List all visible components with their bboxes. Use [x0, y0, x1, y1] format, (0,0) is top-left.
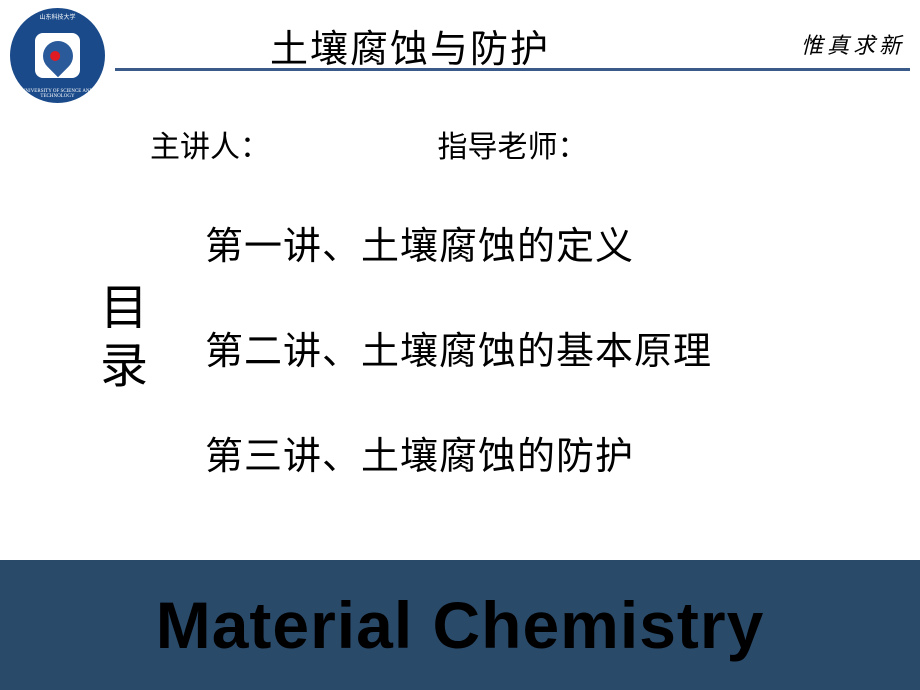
toc-items: 第一讲、土壤腐蚀的定义 第二讲、土壤腐蚀的基本原理 第三讲、土壤腐蚀的防护	[205, 215, 712, 530]
logo-symbol-icon	[36, 34, 78, 76]
presenter-row: 主讲人： 指导老师：	[150, 122, 588, 166]
toc-label: 目录	[100, 280, 150, 395]
toc-item-2: 第二讲、土壤腐蚀的基本原理	[205, 320, 712, 375]
instructor-label: 指导老师：	[438, 122, 588, 166]
page-title: 土壤腐蚀与防护	[270, 18, 550, 73]
presenter-label: 主讲人：	[150, 122, 270, 166]
logo-inner	[35, 33, 80, 78]
footer-banner: Material Chemistry	[0, 560, 920, 690]
logo-text-bottom: UNIVERSITY OF SCIENCE AND TECHNOLOGY	[10, 89, 105, 99]
header: 山东科技大学 UNIVERSITY OF SCIENCE AND TECHNOL…	[0, 0, 920, 100]
footer-text: Material Chemistry	[156, 587, 765, 663]
toc-item-1: 第一讲、土壤腐蚀的定义	[205, 215, 712, 270]
motto-text: 惟真求新	[801, 28, 905, 60]
toc-item-3: 第三讲、土壤腐蚀的防护	[205, 425, 712, 480]
logo-circle: 山东科技大学 UNIVERSITY OF SCIENCE AND TECHNOL…	[10, 8, 105, 103]
title-underline	[115, 68, 910, 71]
logo-dot-icon	[48, 48, 62, 62]
university-logo: 山东科技大学 UNIVERSITY OF SCIENCE AND TECHNOL…	[10, 8, 105, 103]
logo-text-top: 山东科技大学	[10, 12, 105, 21]
